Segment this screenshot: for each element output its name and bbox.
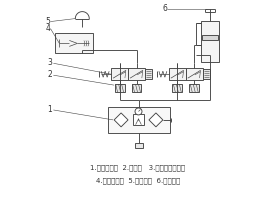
Bar [203, 69, 210, 79]
Text: 4: 4 [45, 24, 50, 33]
Bar [189, 84, 199, 92]
Polygon shape [114, 113, 128, 127]
Bar [145, 69, 152, 79]
Bar [169, 68, 186, 80]
Bar [55, 33, 93, 53]
Bar [135, 143, 143, 148]
Bar [115, 84, 125, 92]
Bar [201, 21, 219, 62]
Bar [111, 68, 128, 80]
Bar [172, 84, 182, 92]
Text: 6: 6 [163, 4, 168, 13]
Bar [132, 84, 142, 92]
Text: 4.真空发生器  5.真空吸盘  6.升降气缸: 4.真空发生器 5.真空吸盘 6.升降气缸 [96, 177, 180, 184]
Text: 1.气源三联件  2.消音器   3.二位五通电磁阀: 1.气源三联件 2.消音器 3.二位五通电磁阀 [90, 164, 186, 171]
Bar [202, 35, 218, 41]
Circle shape [135, 108, 142, 115]
Bar [133, 114, 144, 125]
Bar [108, 107, 170, 133]
Text: 3: 3 [47, 58, 52, 67]
Text: 2: 2 [47, 70, 52, 79]
Bar [128, 68, 145, 80]
Text: 1: 1 [47, 105, 52, 114]
Bar [186, 68, 203, 80]
Text: 5: 5 [45, 17, 50, 26]
Polygon shape [149, 113, 163, 127]
